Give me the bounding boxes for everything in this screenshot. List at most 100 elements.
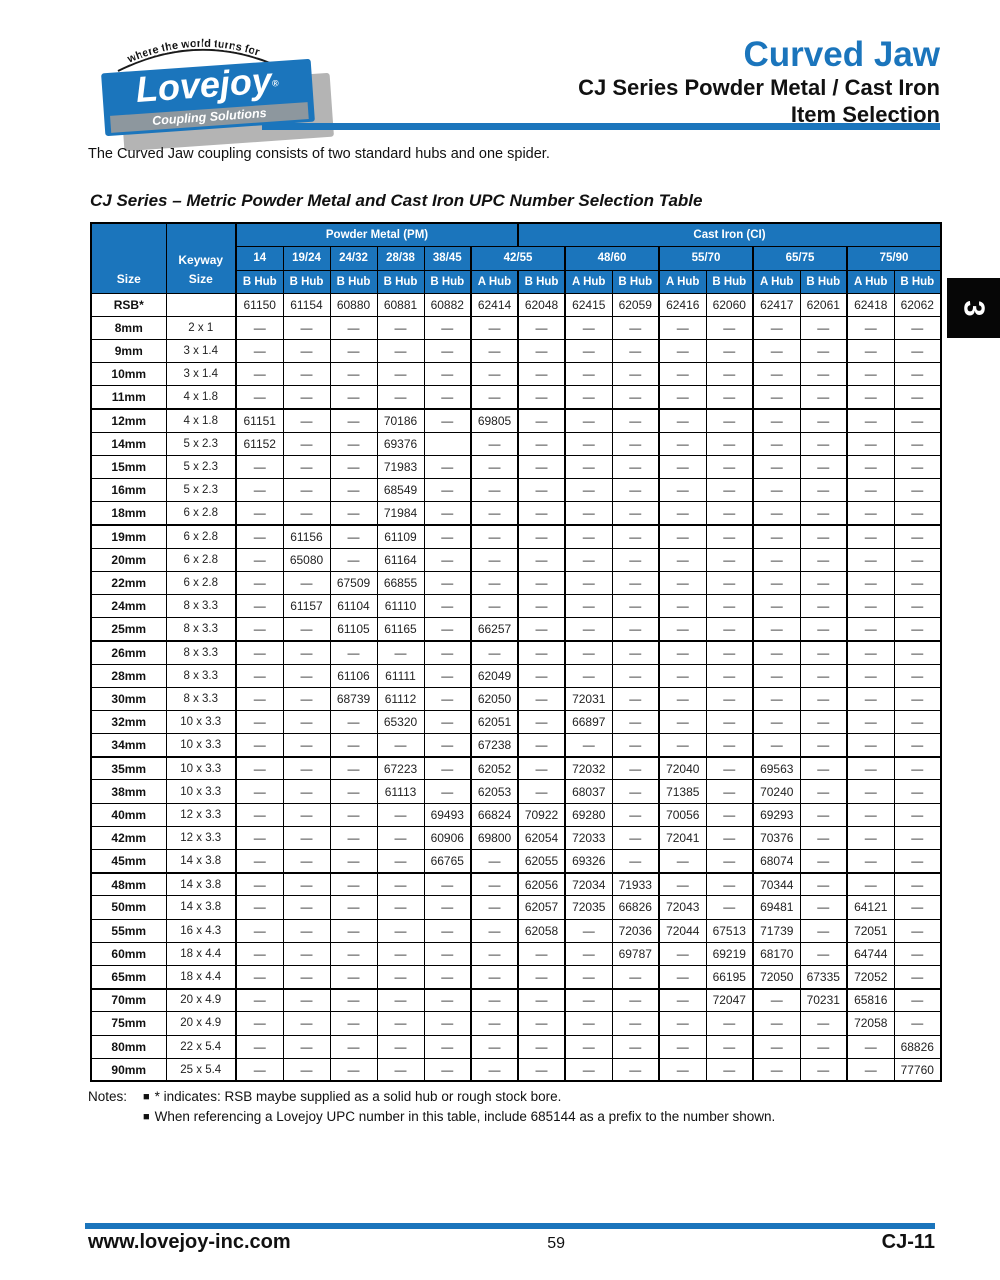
upc-cell: — xyxy=(235,315,284,340)
upc-cell: — xyxy=(423,362,472,387)
size-group-header: 24/32 xyxy=(329,245,378,271)
upc-cell: — xyxy=(658,733,707,758)
upc-cell: — xyxy=(752,315,801,340)
table-row: 25mm 8 x 3.3— —61105 61165—66257— — — — — — — — — xyxy=(90,617,942,642)
upc-cell: — xyxy=(705,524,754,549)
size-cell: 80mm xyxy=(90,1034,167,1059)
size-cell: 20mm xyxy=(90,547,167,572)
upc-cell: 69376 xyxy=(376,431,425,456)
upc-cell: — xyxy=(752,338,801,364)
footer-website-link[interactable]: www.lovejoy-inc.com xyxy=(88,1231,291,1253)
upc-cell: — xyxy=(423,454,472,480)
upc-cell: 71739 xyxy=(752,918,801,943)
upc-cell: — xyxy=(705,547,754,572)
upc-cell: — xyxy=(470,385,519,410)
upc-cell: — xyxy=(611,640,660,665)
upc-cell: — xyxy=(376,733,425,758)
upc-cell: — xyxy=(893,454,942,480)
note-line: ■ * indicates: RSB maybe supplied as a s… xyxy=(143,1089,775,1105)
upc-cell: — xyxy=(329,338,378,364)
upc-cell: — xyxy=(235,640,284,665)
keyway-cell: 16 x 4.3 xyxy=(165,918,237,943)
upc-cell: — xyxy=(282,872,331,897)
upc-cell: 66824 xyxy=(470,802,519,827)
upc-cell: — xyxy=(611,617,660,642)
upc-cell: — xyxy=(517,733,566,758)
upc-cell: — xyxy=(329,1011,378,1036)
upc-cell: — xyxy=(517,1011,566,1036)
upc-cell: — xyxy=(893,825,942,851)
upc-cell: — xyxy=(423,570,472,595)
upc-cell: — xyxy=(423,524,472,549)
upc-cell: — xyxy=(517,617,566,642)
upc-cell: 61164 xyxy=(376,547,425,572)
upc-cell: — xyxy=(423,617,472,642)
upc-cell: — xyxy=(799,593,848,619)
upc-cell: — xyxy=(799,1057,848,1082)
keyway-cell: 3 x 1.4 xyxy=(165,362,237,387)
upc-cell: 60906 xyxy=(423,825,472,851)
upc-cell: — xyxy=(799,385,848,410)
upc-cell: — xyxy=(799,848,848,874)
upc-cell: — xyxy=(658,1034,707,1059)
upc-cell: — xyxy=(282,918,331,943)
upc-cell: — xyxy=(752,640,801,665)
upc-cell: — xyxy=(846,362,895,387)
upc-cell: — xyxy=(564,988,613,1013)
size-group-header: 42/55 xyxy=(470,245,566,271)
upc-cell: — xyxy=(235,385,284,410)
upc-cell: 72052 xyxy=(846,964,895,990)
upc-cell: — xyxy=(611,756,660,781)
upc-cell: 61150 xyxy=(235,292,284,317)
upc-cell: — xyxy=(235,362,284,387)
upc-cell: — xyxy=(517,640,566,665)
upc-cell: — xyxy=(235,825,284,851)
upc-cell: — xyxy=(846,872,895,897)
upc-cell: — xyxy=(846,338,895,364)
size-group-header: 28/38 xyxy=(376,245,425,271)
upc-cell: — xyxy=(846,1057,895,1082)
upc-cell: 64744 xyxy=(846,941,895,966)
upc-cell: — xyxy=(658,501,707,526)
keyway-cell: 6 x 2.8 xyxy=(165,501,237,526)
keyway-cell: 3 x 1.4 xyxy=(165,338,237,364)
upc-cell: — xyxy=(611,964,660,990)
upc-cell: 69787 xyxy=(611,941,660,966)
size-cell: 38mm xyxy=(90,779,167,804)
keyway-cell: 20 x 4.9 xyxy=(165,1011,237,1036)
size-header-label: Size xyxy=(116,271,141,286)
size-cell: 19mm xyxy=(90,524,167,549)
upc-cell: — xyxy=(564,1057,613,1082)
upc-cell: 69805 xyxy=(470,408,519,433)
size-group-header: 55/70 xyxy=(658,245,754,271)
upc-cell: 69563 xyxy=(752,756,801,781)
upc-cell: 66855 xyxy=(376,570,425,595)
upc-cell: 72043 xyxy=(658,895,707,920)
upc-cell: — xyxy=(376,640,425,665)
upc-cell: 62415 xyxy=(564,292,613,317)
keyway-cell: 18 x 4.4 xyxy=(165,941,237,966)
upc-cell: — xyxy=(705,431,754,456)
table-row: 11mm 4 x 1.8— — — — — — — — — — — — — — — xyxy=(90,385,942,410)
upc-cell: — xyxy=(705,733,754,758)
size-cell: 42mm xyxy=(90,825,167,851)
size-cell: 16mm xyxy=(90,477,167,503)
upc-cell: 70231 xyxy=(799,988,848,1013)
upc-cell: — xyxy=(658,524,707,549)
upc-cell: — xyxy=(611,1034,660,1059)
upc-cell: — xyxy=(235,988,284,1013)
upc-cell: — xyxy=(799,454,848,480)
upc-cell: — xyxy=(893,802,942,827)
footer-page-number: 59 xyxy=(547,1235,566,1252)
upc-cell: — xyxy=(517,663,566,688)
upc-cell: — xyxy=(376,941,425,966)
upc-cell: — xyxy=(799,872,848,897)
upc-cell: — xyxy=(423,779,472,804)
hub-header: A Hub xyxy=(846,269,895,294)
upc-cell: — xyxy=(893,315,942,340)
upc-cell: — xyxy=(611,848,660,874)
upc-cell: — xyxy=(611,663,660,688)
upc-cell: — xyxy=(564,385,613,410)
hub-header: A Hub xyxy=(752,269,801,294)
